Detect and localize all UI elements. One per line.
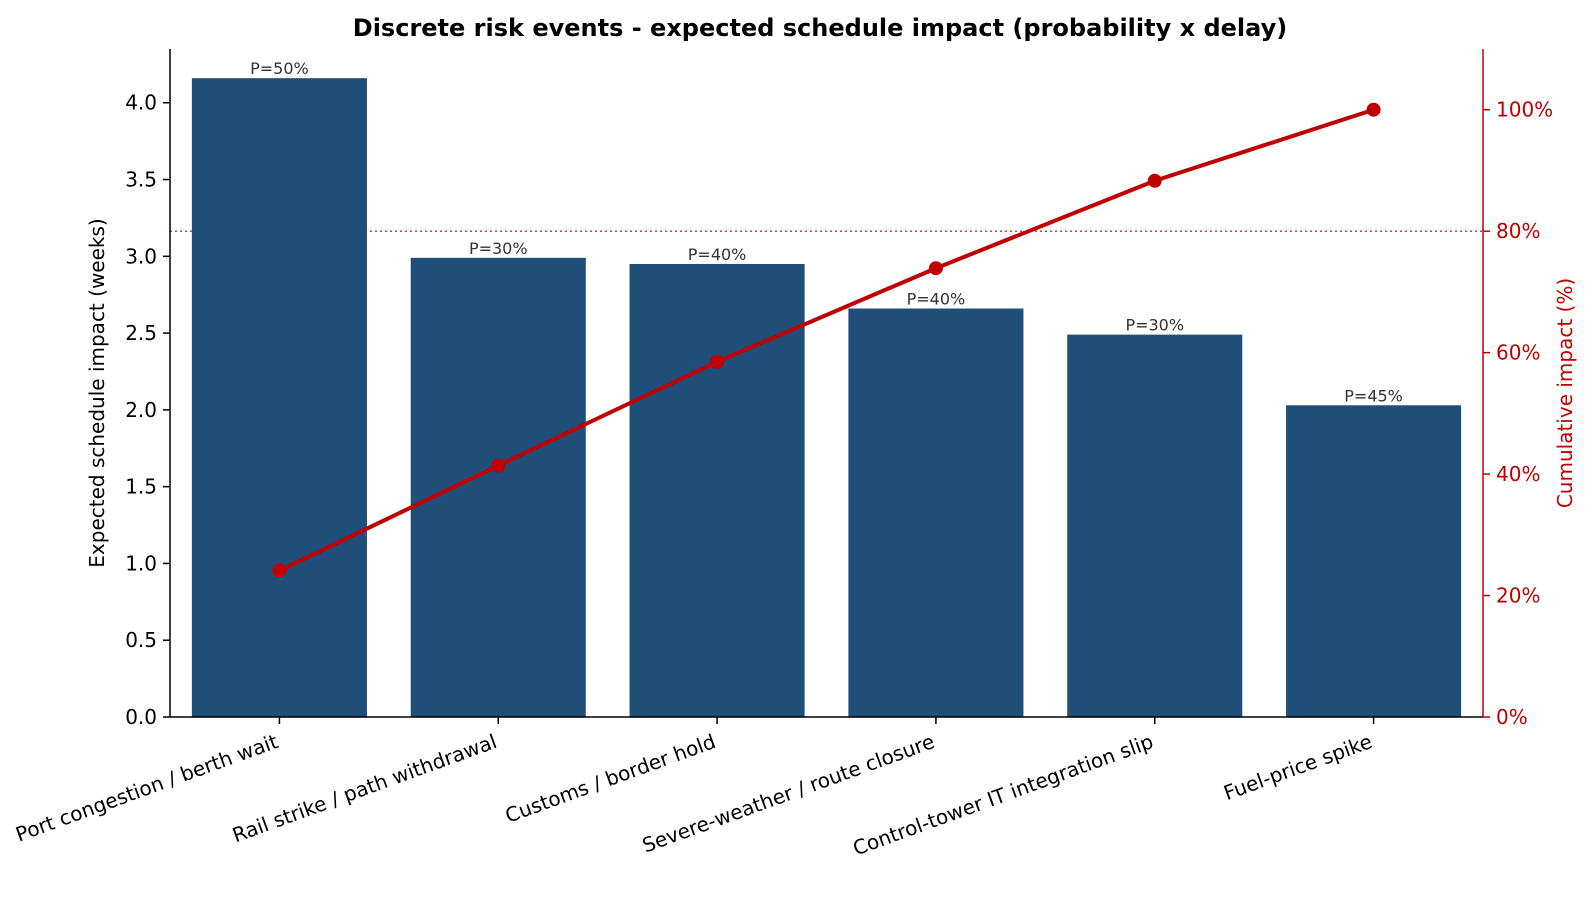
bar-probability-label: P=50% bbox=[250, 59, 309, 78]
y-axis-label: Expected schedule impact (weeks) bbox=[85, 218, 109, 567]
chart-title: Discrete risk events - expected schedule… bbox=[353, 14, 1287, 42]
y-tick-label: 0.5 bbox=[125, 628, 157, 652]
y2-tick-label: 80% bbox=[1496, 219, 1540, 243]
cumulative-point bbox=[1366, 102, 1381, 117]
cumulative-point bbox=[272, 563, 287, 578]
y-tick-label: 1.5 bbox=[125, 475, 157, 499]
axes-layer bbox=[169, 49, 1484, 718]
cumulative-line bbox=[278, 107, 1375, 573]
cumulative-point bbox=[710, 354, 725, 369]
y-tick-label: 0.0 bbox=[125, 705, 157, 729]
cumulative-point bbox=[491, 458, 506, 473]
y2-tick-label: 20% bbox=[1496, 584, 1540, 608]
y2-tick-label: 40% bbox=[1496, 462, 1540, 486]
bar bbox=[629, 263, 805, 717]
y-tick-label: 1.0 bbox=[125, 551, 157, 575]
bar bbox=[1286, 405, 1462, 717]
cumulative-point bbox=[928, 261, 943, 276]
bar bbox=[1067, 334, 1243, 717]
bar bbox=[410, 257, 586, 717]
cumulative-line-layer bbox=[272, 102, 1381, 578]
bars-layer bbox=[191, 78, 1462, 718]
y-tick-label: 2.5 bbox=[125, 321, 157, 345]
bar-probability-label: P=40% bbox=[907, 290, 966, 309]
y-tick-label: 3.5 bbox=[125, 168, 157, 192]
y2-axis-label: Cumulative impact (%) bbox=[1553, 278, 1577, 508]
category-label: Fuel-price spike bbox=[1220, 729, 1375, 805]
y-tick-label: 2.0 bbox=[125, 398, 157, 422]
y2-tick-label: 60% bbox=[1496, 341, 1540, 365]
y-tick-label: 4.0 bbox=[125, 91, 157, 115]
y2-tick-label: 100% bbox=[1496, 98, 1553, 122]
y-tick-label: 3.0 bbox=[125, 244, 157, 268]
cumulative-point bbox=[1147, 173, 1162, 188]
bar-probability-label: P=30% bbox=[469, 239, 528, 258]
bar bbox=[848, 308, 1024, 717]
category-label: Customs / border hold bbox=[502, 729, 719, 827]
bar-probability-label: P=40% bbox=[688, 245, 747, 264]
ticks-layer: 0.0 0.5 1.0 1.5 2.0 2.5 3.0 3.5 4.0 0% 20% 40% 60% 80… bbox=[125, 91, 1553, 729]
bar bbox=[191, 78, 367, 718]
bar-labels-layer: P=50% P=30% P=40% P=40% P=30% P=45% bbox=[250, 59, 1403, 405]
bar-probability-label: P=45% bbox=[1344, 386, 1403, 405]
bar-probability-label: P=30% bbox=[1125, 316, 1184, 335]
y2-tick-label: 0% bbox=[1496, 705, 1528, 729]
